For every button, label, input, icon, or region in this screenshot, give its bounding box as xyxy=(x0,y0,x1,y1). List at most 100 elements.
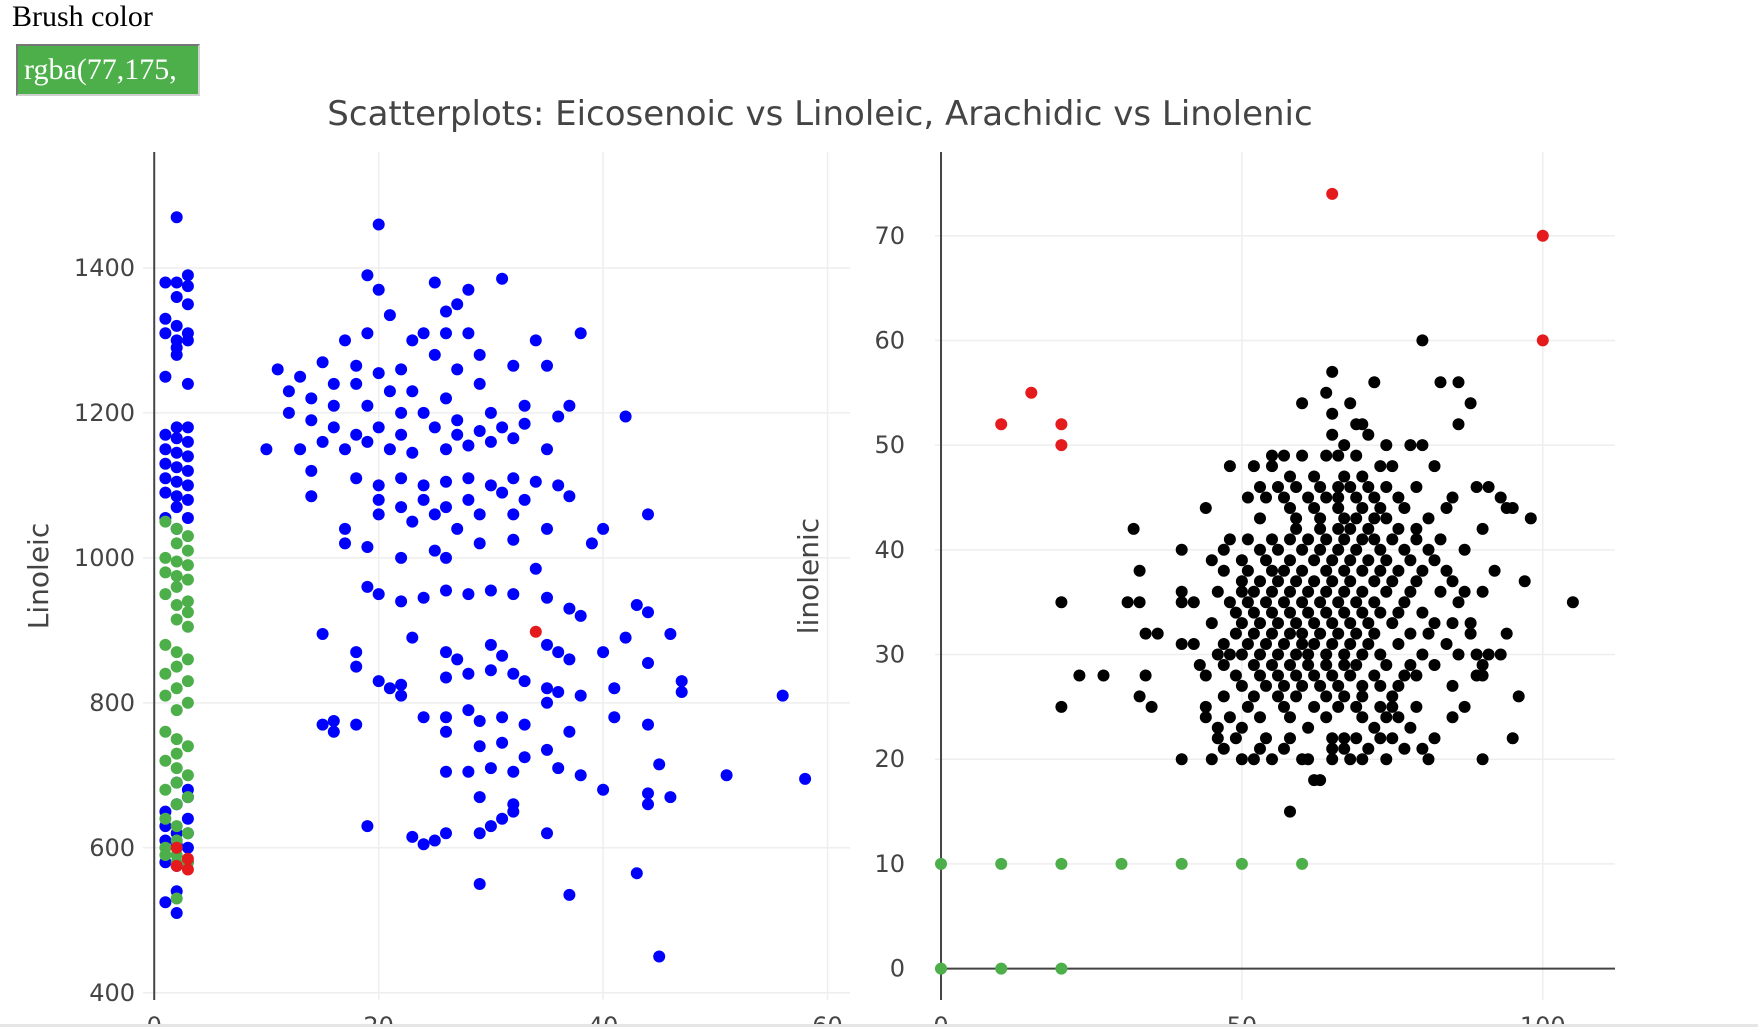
data-point[interactable] xyxy=(1211,732,1224,745)
data-point[interactable] xyxy=(1284,805,1296,818)
data-point[interactable] xyxy=(1350,659,1363,671)
data-point[interactable] xyxy=(181,852,194,865)
data-point[interactable] xyxy=(1199,502,1212,514)
data-point[interactable] xyxy=(1338,659,1351,671)
data-point[interactable] xyxy=(1247,585,1260,598)
data-point[interactable] xyxy=(1314,481,1327,493)
data-point[interactable] xyxy=(664,628,677,640)
data-point[interactable] xyxy=(440,725,452,738)
data-point[interactable] xyxy=(1266,627,1278,640)
data-point[interactable] xyxy=(1476,659,1489,671)
data-point[interactable] xyxy=(1290,575,1303,588)
data-point[interactable] xyxy=(1386,732,1399,745)
data-point[interactable] xyxy=(1386,575,1399,588)
plot-arachidic-vs-linolenic[interactable]: 0 10 20 30 40 50 60 70 0 50 100 linolenic xyxy=(792,152,1615,1027)
data-point[interactable] xyxy=(1308,575,1321,588)
data-point[interactable] xyxy=(1398,742,1411,755)
data-point[interactable] xyxy=(1440,638,1453,650)
data-point[interactable] xyxy=(529,334,542,347)
data-point[interactable] xyxy=(1338,512,1351,525)
data-point[interactable] xyxy=(630,867,643,880)
data-point[interactable] xyxy=(1416,439,1429,452)
data-point[interactable] xyxy=(484,479,497,492)
data-point[interactable] xyxy=(440,765,452,778)
data-point[interactable] xyxy=(473,878,486,890)
data-point[interactable] xyxy=(181,863,194,876)
data-point[interactable] xyxy=(473,827,486,840)
data-point[interactable] xyxy=(170,537,183,550)
data-point[interactable] xyxy=(316,435,329,448)
data-point[interactable] xyxy=(1518,575,1531,588)
data-point[interactable] xyxy=(1266,606,1278,619)
data-point[interactable] xyxy=(642,508,654,521)
data-point[interactable] xyxy=(541,443,553,456)
data-point[interactable] xyxy=(541,682,553,695)
plot-eicosenoic-vs-linoleic[interactable]: 400 600 800 1000 1200 1400 0 20 40 60 Linoleic xyxy=(22,152,850,1027)
data-point[interactable] xyxy=(1374,606,1387,619)
data-point[interactable] xyxy=(1175,543,1188,556)
data-point[interactable] xyxy=(1410,700,1423,713)
data-point[interactable] xyxy=(372,675,385,688)
data-point[interactable] xyxy=(1247,753,1260,766)
data-point[interactable] xyxy=(541,359,553,372)
data-point[interactable] xyxy=(305,490,318,503)
data-point[interactable] xyxy=(541,743,553,756)
data-point[interactable] xyxy=(428,276,441,289)
data-point[interactable] xyxy=(1320,606,1333,619)
data-point[interactable] xyxy=(1247,690,1260,703)
data-point[interactable] xyxy=(496,486,509,499)
data-point[interactable] xyxy=(1380,585,1393,598)
data-point[interactable] xyxy=(181,620,194,633)
data-point[interactable] xyxy=(563,725,576,738)
data-point[interactable] xyxy=(159,276,172,289)
data-point[interactable] xyxy=(1434,376,1447,389)
data-point[interactable] xyxy=(1290,669,1303,682)
data-point[interactable] xyxy=(1350,627,1363,640)
data-point[interactable] xyxy=(1235,554,1248,567)
data-point[interactable] xyxy=(1290,690,1303,703)
data-point[interactable] xyxy=(170,501,183,514)
data-point[interactable] xyxy=(1302,659,1315,671)
data-point[interactable] xyxy=(1314,627,1327,640)
data-point[interactable] xyxy=(1266,659,1278,671)
data-point[interactable] xyxy=(1404,627,1417,640)
data-point[interactable] xyxy=(170,798,183,811)
data-point[interactable] xyxy=(776,689,789,702)
data-point[interactable] xyxy=(995,857,1008,870)
data-point[interactable] xyxy=(1446,679,1459,692)
data-point[interactable] xyxy=(1115,857,1128,870)
data-point[interactable] xyxy=(462,493,475,506)
data-point[interactable] xyxy=(1296,638,1309,650)
data-point[interactable] xyxy=(1187,596,1200,609)
data-point[interactable] xyxy=(1332,491,1345,504)
data-point[interactable] xyxy=(1284,585,1296,598)
data-point[interactable] xyxy=(1380,512,1393,525)
data-point[interactable] xyxy=(484,638,497,651)
data-point[interactable] xyxy=(406,385,419,398)
data-point[interactable] xyxy=(350,472,363,485)
data-point[interactable] xyxy=(170,747,183,760)
data-point[interactable] xyxy=(552,762,565,775)
data-point[interactable] xyxy=(1296,397,1309,410)
data-point[interactable] xyxy=(1326,575,1339,588)
data-point[interactable] xyxy=(1404,554,1417,567)
data-point[interactable] xyxy=(428,421,441,434)
data-point[interactable] xyxy=(181,841,194,854)
data-point[interactable] xyxy=(361,399,374,412)
data-point[interactable] xyxy=(181,559,194,572)
data-point[interactable] xyxy=(1494,648,1507,661)
data-point[interactable] xyxy=(1284,470,1296,483)
data-point[interactable] xyxy=(451,298,464,311)
data-point[interactable] xyxy=(170,704,183,717)
data-point[interactable] xyxy=(316,628,329,640)
data-point[interactable] xyxy=(496,711,509,724)
data-point[interactable] xyxy=(1536,334,1549,347)
data-point[interactable] xyxy=(1260,638,1272,650)
data-point[interactable] xyxy=(1326,669,1339,682)
data-point[interactable] xyxy=(1254,617,1266,630)
data-point[interactable] xyxy=(1428,732,1441,745)
data-point[interactable] xyxy=(1536,229,1549,242)
data-point[interactable] xyxy=(181,606,194,619)
data-point[interactable] xyxy=(1386,533,1399,546)
data-point[interactable] xyxy=(518,399,531,412)
